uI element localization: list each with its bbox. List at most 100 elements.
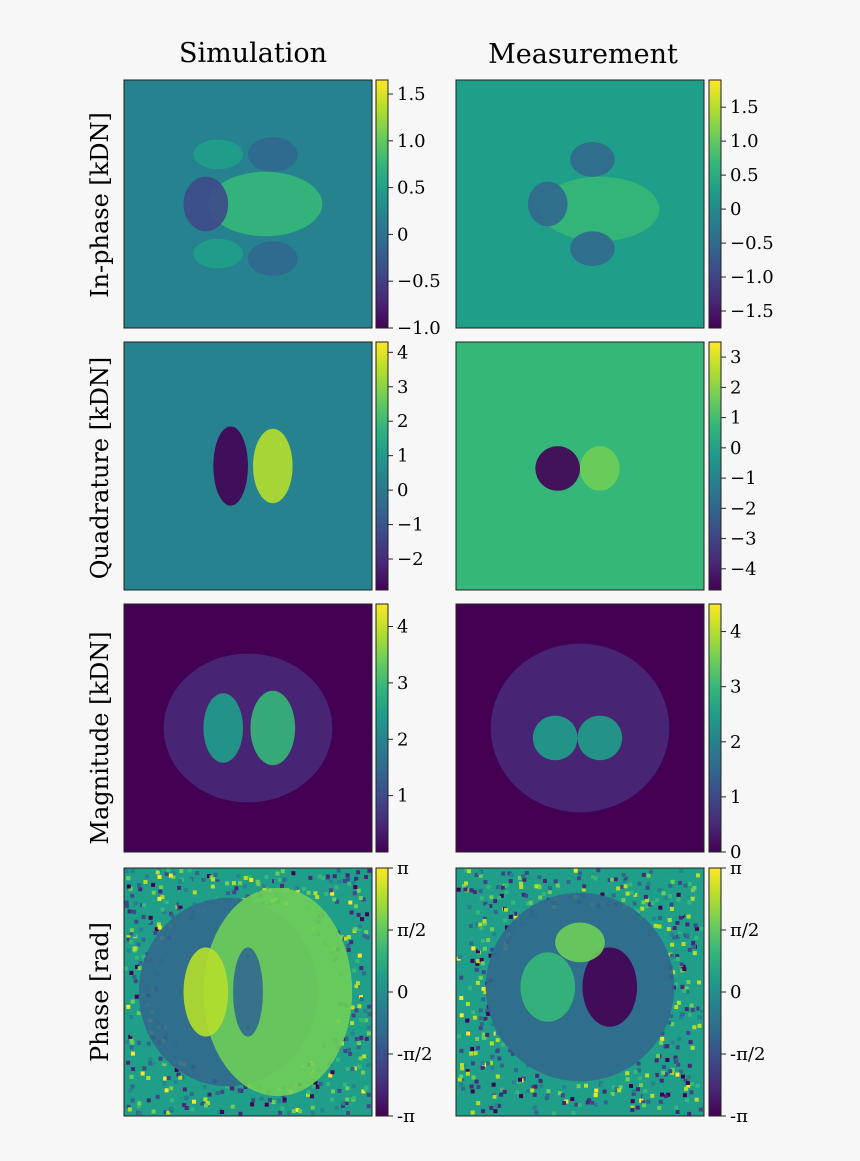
heatmap-noise-pixel [132,975,137,979]
heatmap-feature [527,181,568,227]
heatmap-noise-pixel [533,1084,538,1089]
heatmap-noise-pixel [590,874,595,879]
heatmap-noise-pixel [162,1081,167,1086]
heatmap-noise-pixel [357,1004,362,1009]
heatmap-noise-pixel [213,872,218,877]
heatmap-noise-pixel [178,901,183,906]
colorbar [375,79,389,329]
heatmap-noise-pixel [489,895,494,900]
heatmap-noise-pixel [504,883,509,888]
heatmap-noise-pixel [675,954,680,959]
heatmap-noise-pixel [471,1061,475,1066]
heatmap-noise-pixel [129,1074,134,1079]
colorbar-tick-label: 1.0 [397,131,426,152]
heatmap-noise-pixel [684,986,689,991]
heatmap-noise-pixel [310,1111,315,1116]
heatmap-noise-pixel [457,1077,462,1082]
heatmap-noise-pixel [670,1022,675,1027]
colorbar-tick-label: 4 [397,342,408,363]
heatmap-noise-pixel [687,900,692,905]
heatmap-noise-pixel [247,875,251,880]
heatmap-noise-pixel [321,876,325,881]
colorbar [708,867,722,1117]
heatmap-noise-pixel [521,874,526,879]
heatmap-noise-pixel [495,1074,500,1079]
heatmap-noise-pixel [134,955,139,960]
heatmap-noise-pixel [126,884,131,889]
heatmap-noise-pixel [689,1003,694,1008]
heatmap-noise-pixel [330,1070,335,1075]
heatmap-noise-pixel [357,953,362,958]
heatmap-noise-pixel [344,1101,349,1105]
heatmap-noise-pixel [459,1082,464,1087]
heatmap-noise-pixel [482,918,487,923]
colorbar-tick-label: 1.5 [730,97,759,118]
heatmap-noise-pixel [653,923,658,928]
heatmap-noise-pixel [500,1063,504,1068]
heatmap-noise-pixel [346,935,351,939]
heatmap-noise-pixel [490,947,495,952]
heatmap-noise-pixel [462,980,467,985]
colorbar-tick-label: 3 [397,377,408,398]
heatmap-noise-pixel [545,1094,550,1099]
heatmap-noise-pixel [313,1081,318,1085]
heatmap-noise-pixel [220,1110,225,1114]
heatmap-noise-pixel [654,1058,659,1063]
heatmap-noise-pixel [358,1056,363,1061]
heatmap-noise-pixel [698,1107,703,1112]
heatmap-noise-pixel [335,899,339,904]
heatmap-noise-pixel [130,1084,135,1089]
heatmap-noise-pixel [632,1088,636,1093]
heatmap-noise-pixel [525,1063,530,1068]
heatmap-noise-pixel [675,1110,680,1114]
heatmap-noise-pixel [136,1010,141,1015]
heatmap-noise-pixel [148,915,153,920]
heatmap-noise-pixel [493,899,498,904]
heatmap-noise-pixel [538,895,543,900]
heatmap-noise-pixel [696,1006,701,1011]
heatmap-noise-pixel [667,893,672,898]
heatmap-noise-pixel [479,1022,484,1027]
plot-frame [123,79,373,329]
heatmap-noise-pixel [639,1098,644,1103]
heatmap-noise-pixel [670,942,675,947]
heatmap-noise-pixel [507,871,512,876]
heatmap-noise-pixel [168,873,173,878]
heatmap-feature [247,241,298,276]
heatmap-noise-pixel [332,897,337,902]
heatmap-noise-pixel [146,1076,151,1080]
heatmap-noise-pixel [351,1013,356,1018]
heatmap-noise-pixel [350,1031,355,1036]
heatmap-noise-pixel [582,884,587,889]
heatmap-noise-pixel [159,885,164,890]
heatmap-noise-pixel [511,1080,516,1085]
heatmap-noise-pixel [562,1085,567,1089]
heatmap-noise-pixel [136,1110,141,1115]
heatmap-noise-pixel [362,933,367,938]
heatmap-noise-pixel [150,1062,155,1067]
heatmap-noise-pixel [504,925,509,930]
heatmap-noise-pixel [160,895,165,900]
heatmap-noise-pixel [623,876,628,881]
heatmap-noise-pixel [532,1092,537,1097]
heatmap-noise-pixel [350,1005,355,1010]
heatmap-noise-pixel [353,885,358,890]
heatmap-noise-pixel [137,1101,142,1106]
heatmap-noise-pixel [328,879,333,884]
heatmap-noise-pixel [341,1101,346,1106]
heatmap-noise-pixel [688,1040,693,1045]
heatmap-noise-pixel [489,1041,494,1046]
heatmap-noise-pixel [134,919,139,924]
heatmap-noise-pixel [474,872,479,877]
heatmap-noise-pixel [306,890,311,895]
heatmap-noise-pixel [234,886,239,891]
heatmap-noise-pixel [146,1091,151,1095]
colorbar [708,79,722,329]
heatmap-noise-pixel [268,1098,272,1103]
heatmap-noise-pixel [212,893,217,898]
heatmap-noise-pixel [690,1008,695,1012]
heatmap-noise-pixel [143,880,148,884]
heatmap-noise-pixel [684,1086,689,1091]
heatmap-noise-pixel [658,1099,663,1104]
heatmap-noise-pixel [465,1002,470,1006]
